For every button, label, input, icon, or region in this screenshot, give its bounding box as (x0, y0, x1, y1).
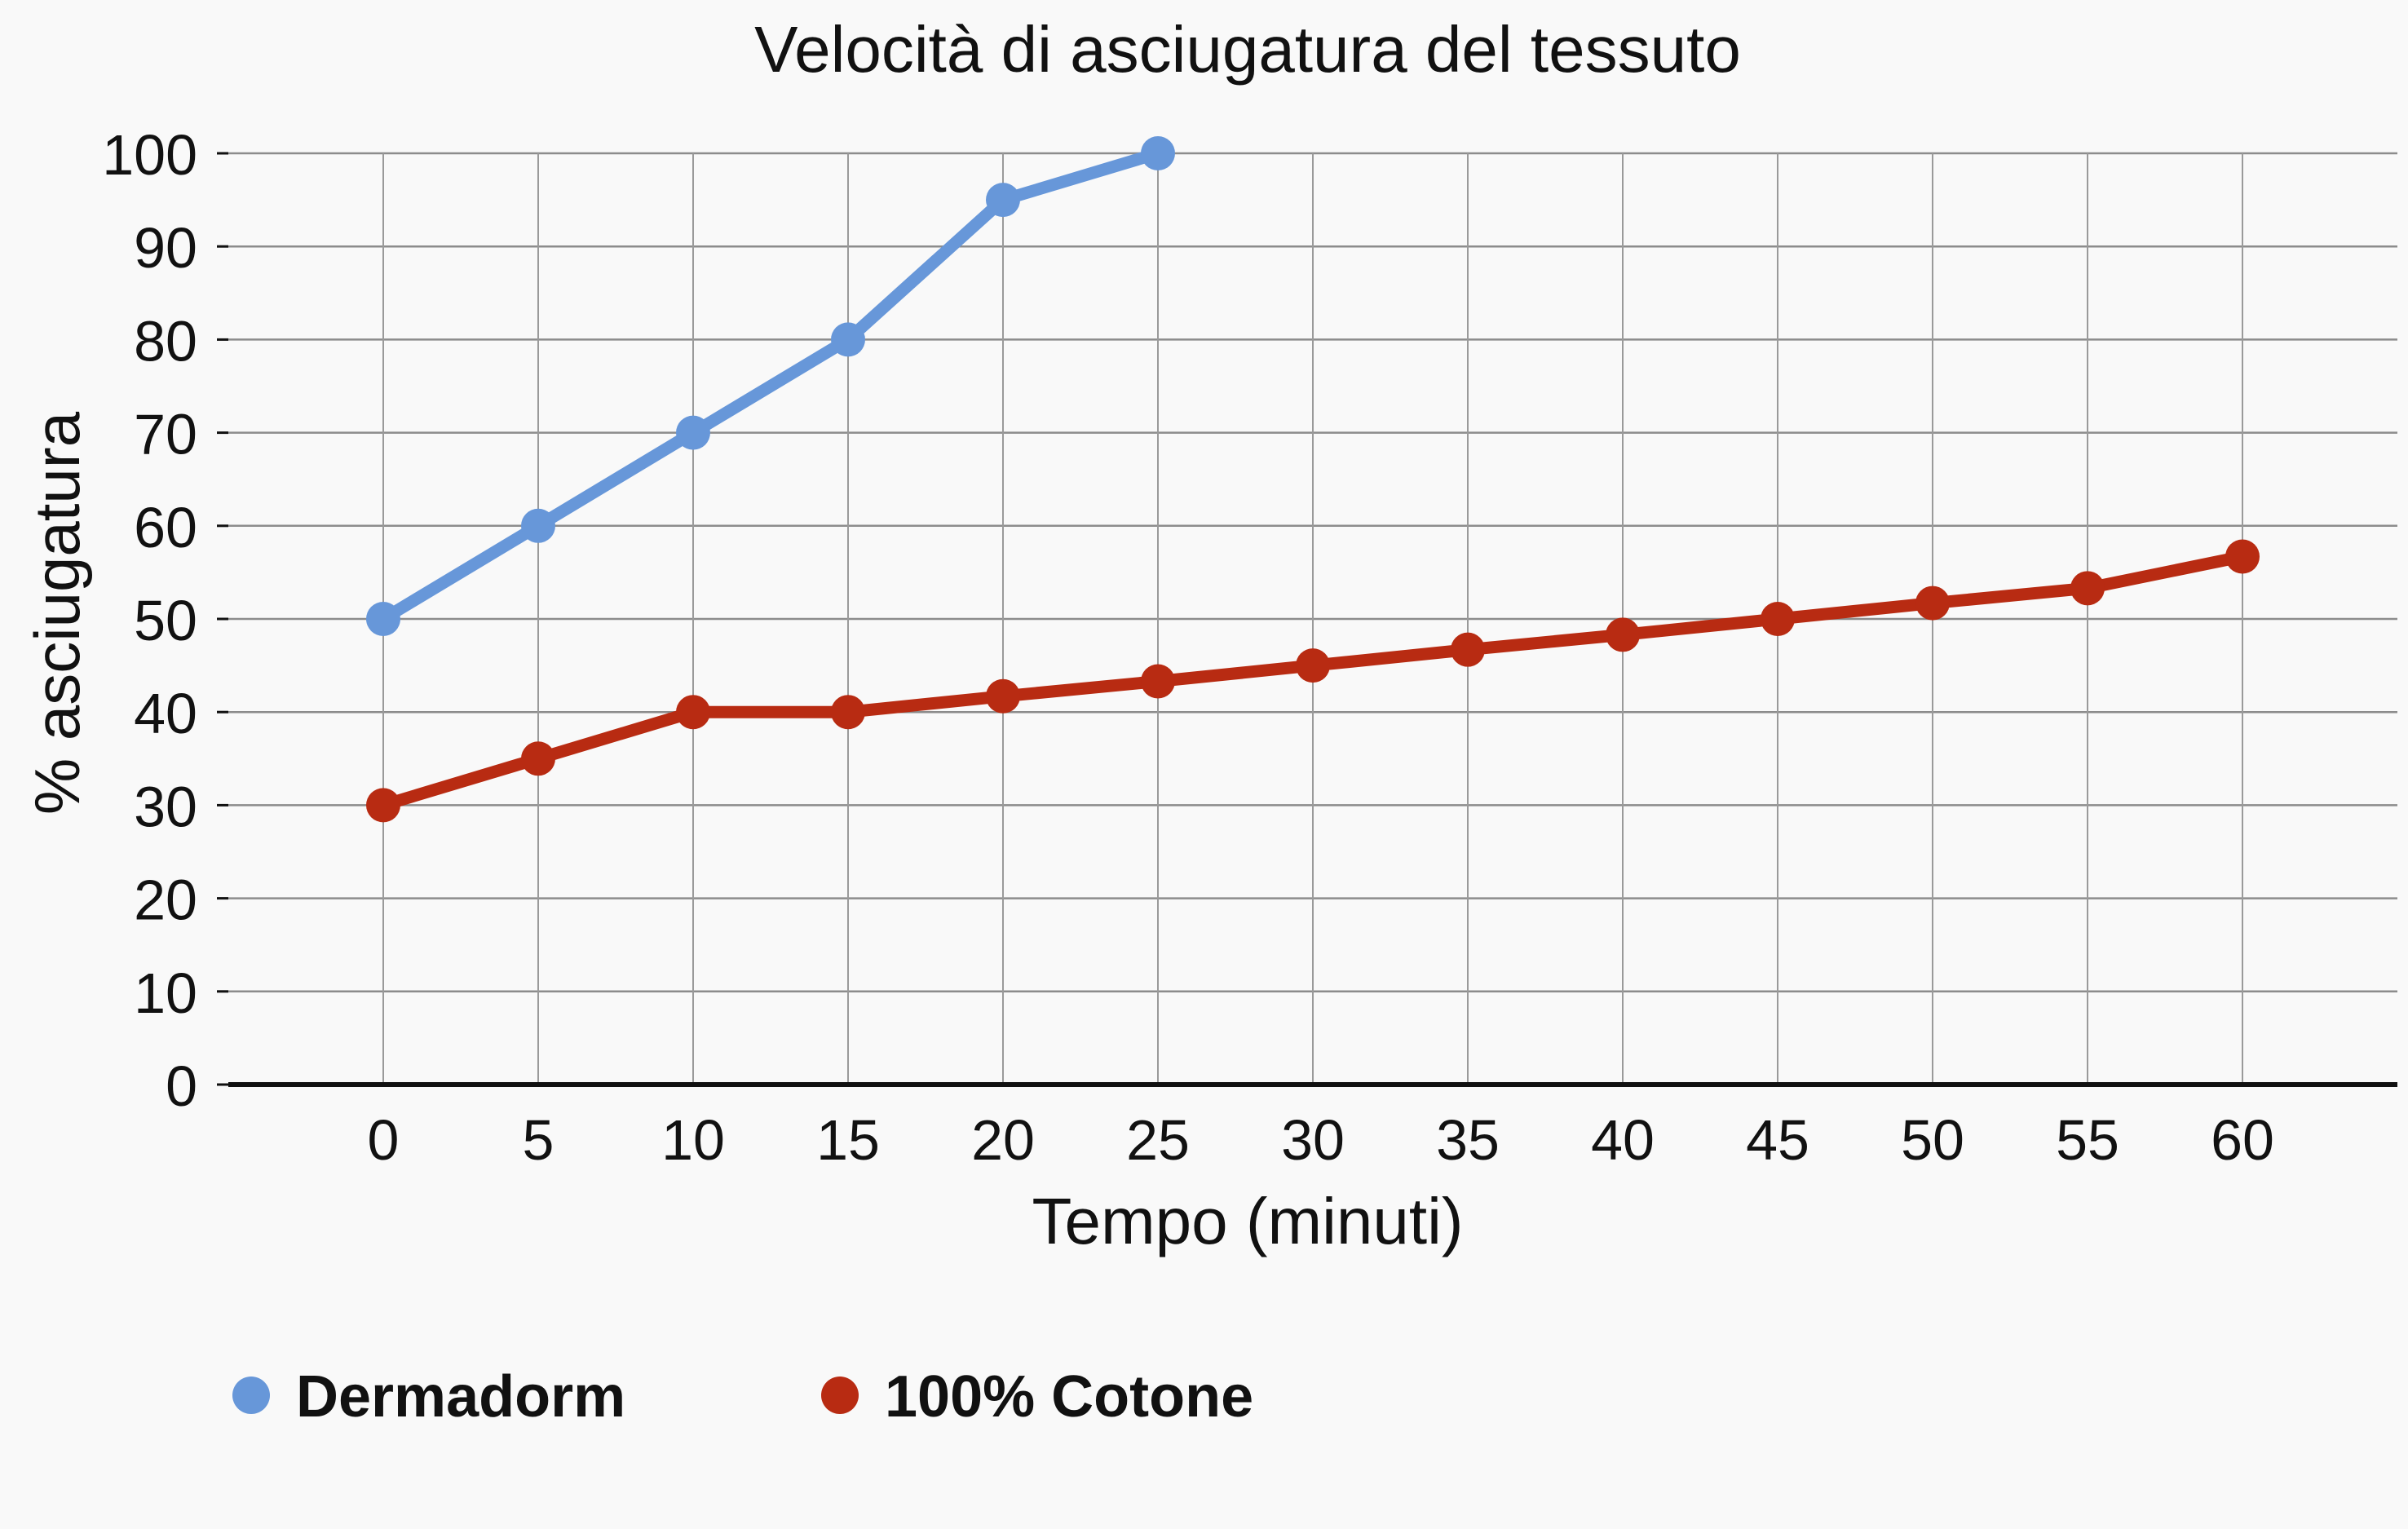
y-tick-label: 90 (134, 216, 197, 280)
y-tick-label: 60 (134, 496, 197, 559)
x-tick-label: 20 (971, 1108, 1035, 1172)
data-point (366, 788, 400, 823)
y-tick-label: 10 (134, 961, 197, 1025)
legend-item: 100% Cotone (821, 1364, 1253, 1430)
y-tick-label: 30 (134, 775, 197, 838)
data-point (986, 678, 1020, 714)
y-tick-label: 100 (102, 123, 197, 187)
legend-label: Dermadorm (296, 1364, 625, 1430)
series-2 (366, 539, 2260, 823)
y-tick-label: 70 (134, 403, 197, 466)
data-point (2225, 539, 2260, 574)
y-tick-label: 80 (134, 309, 197, 373)
x-axis-label: Tempo (minuti) (1032, 1185, 1463, 1257)
data-point (1915, 586, 1950, 621)
data-point (1451, 632, 1485, 667)
grid (228, 152, 2397, 1085)
data-point (1141, 664, 1175, 699)
x-tick-label: 10 (661, 1108, 725, 1172)
data-point (676, 415, 710, 450)
x-tick-label: 35 (1436, 1108, 1500, 1172)
data-point (831, 695, 865, 730)
data-point (1141, 136, 1175, 170)
data-point (986, 183, 1020, 218)
plot-area (366, 136, 2260, 823)
y-tick-label: 40 (134, 682, 197, 745)
axes: 0 10 20 30 40 50 60 70 80 90 100 0 5 10 15 20 25 30 35 40 45… (102, 123, 2397, 1172)
x-tick-label: 30 (1281, 1108, 1345, 1172)
data-point (366, 602, 400, 636)
data-point (2070, 571, 2105, 606)
x-tick-label: 50 (1901, 1108, 1964, 1172)
series-1 (366, 136, 1175, 636)
y-axis-label: % asciugatura (21, 411, 93, 815)
legend-marker (821, 1377, 859, 1414)
x-tick-label: 0 (368, 1108, 400, 1172)
x-tick-label: 5 (523, 1108, 555, 1172)
data-point (1606, 617, 1640, 652)
legend-item: Dermadorm (232, 1364, 625, 1430)
chart-title: Velocità di asciugatura del tessuto (754, 13, 1741, 86)
legend-marker (232, 1377, 270, 1414)
x-tick-label: 15 (816, 1108, 880, 1172)
legend: Dermadorm 100% Cotone (232, 1364, 1253, 1430)
x-tick-label: 45 (1746, 1108, 1809, 1172)
x-tick-label: 60 (2211, 1108, 2274, 1172)
x-tick-label: 55 (2056, 1108, 2119, 1172)
data-point (1761, 602, 1795, 636)
data-point (831, 322, 865, 357)
x-tick-label: 25 (1126, 1108, 1190, 1172)
y-tick-label: 50 (134, 589, 197, 652)
y-tick-label: 20 (134, 868, 197, 932)
y-tick-label: 0 (166, 1054, 197, 1118)
legend-label: 100% Cotone (885, 1364, 1253, 1430)
data-point (1296, 648, 1330, 683)
data-point (521, 741, 555, 776)
data-point (676, 695, 710, 730)
series-line (377, 147, 1164, 625)
data-point (521, 508, 555, 543)
x-tick-label: 40 (1591, 1108, 1655, 1172)
